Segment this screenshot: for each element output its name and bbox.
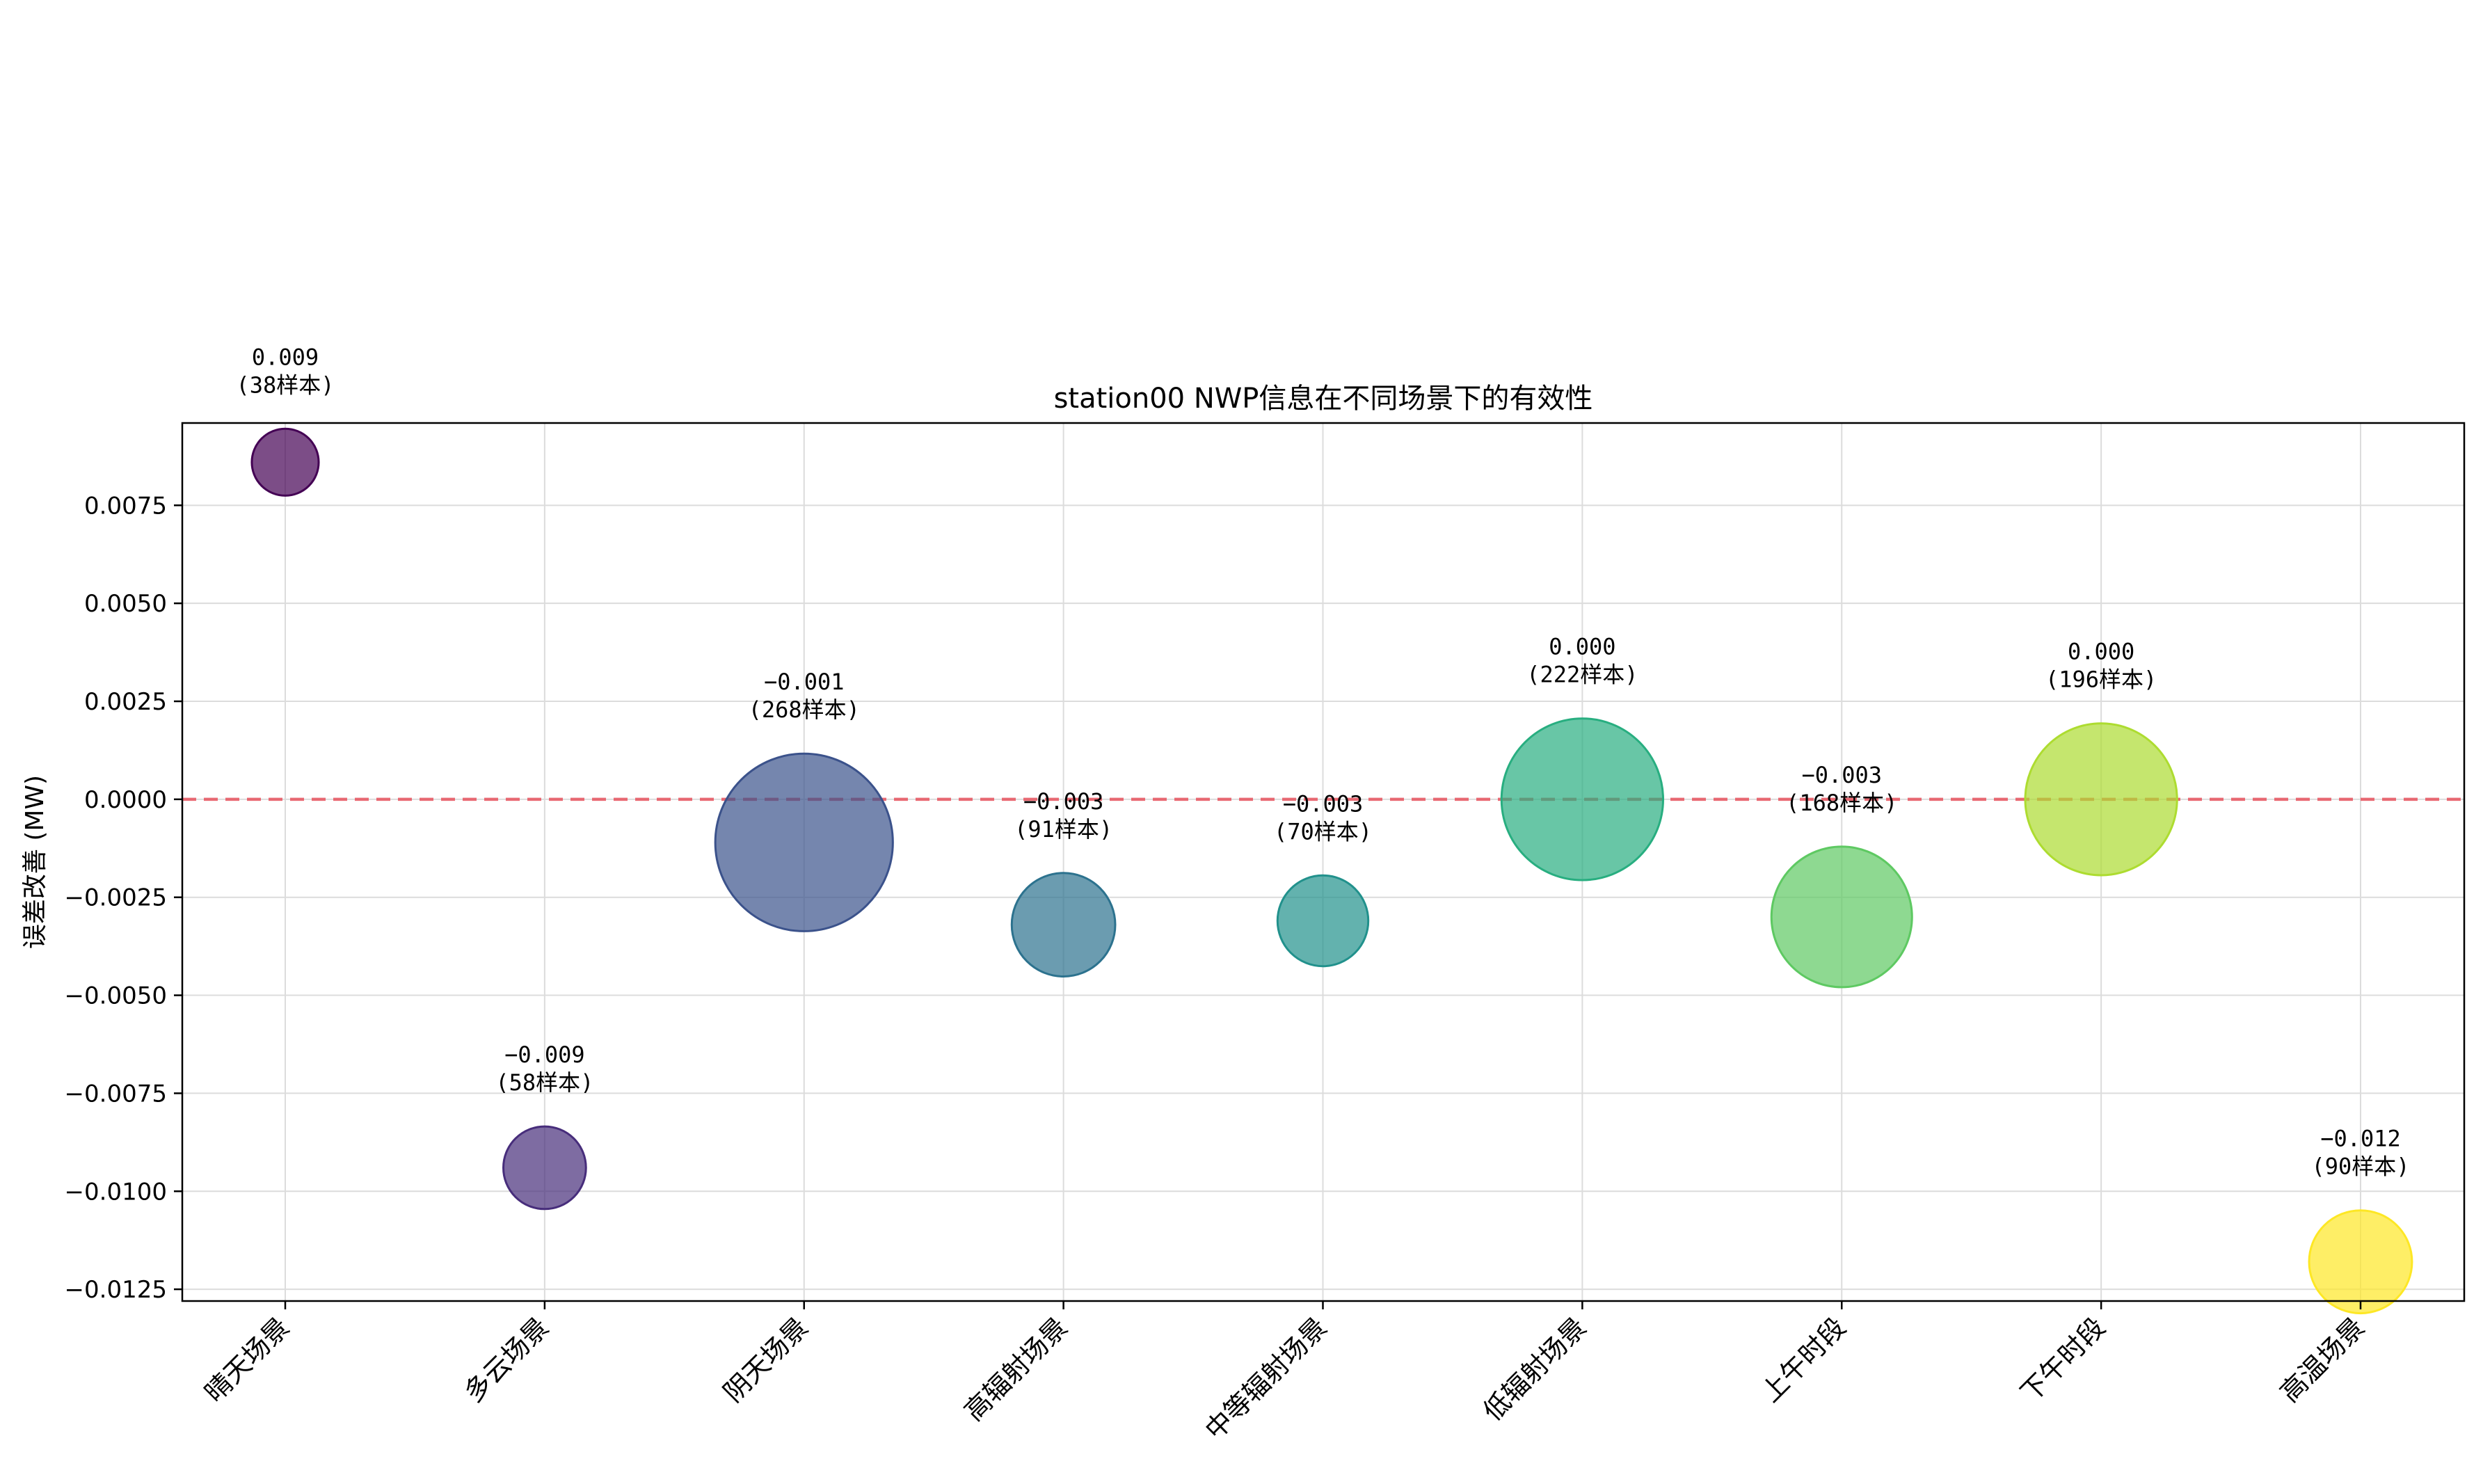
bubble-samples-label: (268样本) (749, 696, 860, 723)
data-bubble (1770, 845, 1913, 989)
x-tick-label: 阴天场景 (718, 1311, 815, 1408)
bubble-samples-label: (168样本) (1786, 790, 1897, 816)
bubble-value-label: −0.001 (764, 669, 845, 695)
y-tick-label: −0.0075 (65, 1080, 167, 1108)
x-tick-label: 高辐射场景 (959, 1311, 1073, 1426)
y-axis-ticks: 0.0075 0.0050 0.0025 0.0000 −0.0025 −0.0050 −0… (65, 492, 182, 1304)
data-bubble (1500, 717, 1665, 881)
x-tick-label: 中等辐射场景 (1199, 1311, 1333, 1445)
bubble-samples-label: (58样本) (495, 1069, 593, 1096)
data-bubble (250, 427, 320, 497)
bubble-value-label: −0.012 (2320, 1126, 2401, 1152)
bubble-samples-label: (91样本) (1014, 816, 1112, 843)
data-bubble (1276, 874, 1370, 968)
bubble-samples-label: (222样本) (1526, 662, 1638, 688)
bubble-samples-label: (38样本) (236, 372, 334, 398)
y-tick-label: 0.0075 (84, 492, 167, 520)
x-tick-label: 多云场景 (458, 1311, 555, 1408)
y-tick-label: −0.0025 (65, 884, 167, 912)
y-tick-label: 0.0000 (84, 786, 167, 814)
chart-title: station00 NWP信息在不同场景下的有效性 (1054, 383, 1593, 415)
y-tick-label: −0.0125 (65, 1276, 167, 1304)
bubble-samples-label: (196样本) (2045, 667, 2157, 693)
bubble-value-label: −0.003 (1283, 790, 1364, 817)
data-bubble (1010, 872, 1117, 978)
bubble-value-label: −0.003 (1023, 788, 1104, 815)
bubble-samples-label: (90样本) (2311, 1154, 2409, 1180)
x-tick-label: 下午时段 (2015, 1311, 2111, 1408)
bubble-samples-label: (70样本) (1274, 818, 1372, 845)
annotation-layer: 0.009(38样本) −0.009(58样本) −0.001(268样本) −0.0… (236, 344, 2409, 1179)
x-axis-ticks: 晴天场景 多云场景 阴天场景 高辐射场景 中等辐射场景 低辐射场景 上午时段 下午时段 高温场景 (199, 1301, 2371, 1446)
x-tick-label: 低辐射场景 (1477, 1311, 1592, 1426)
bubble-value-label: −0.009 (504, 1042, 585, 1068)
y-axis-label: 误差改善 (MW) (21, 775, 49, 949)
y-tick-label: −0.0100 (65, 1178, 167, 1206)
bubble-value-label: 0.009 (252, 344, 319, 370)
bubble-layer (250, 427, 2413, 1315)
x-tick-label: 上午时段 (1755, 1311, 1852, 1408)
y-tick-label: −0.0050 (65, 982, 167, 1010)
x-tick-label: 高温场景 (2274, 1311, 2371, 1408)
data-bubble (2024, 722, 2178, 877)
y-tick-label: 0.0050 (84, 590, 167, 618)
data-bubble (2308, 1209, 2413, 1315)
bubble-value-label: −0.003 (1801, 762, 1882, 788)
y-tick-label: 0.0025 (84, 688, 167, 716)
x-tick-label: 晴天场景 (199, 1311, 296, 1408)
bubble-value-label: 0.000 (2068, 639, 2134, 665)
bubble-value-label: 0.000 (1549, 634, 1615, 660)
data-bubble (502, 1125, 587, 1211)
data-bubble (714, 752, 894, 932)
